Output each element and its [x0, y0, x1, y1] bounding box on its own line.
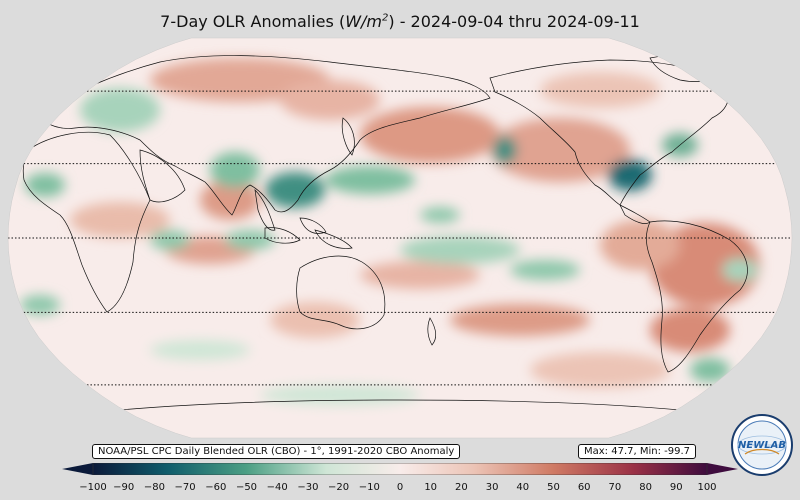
- colorbar-tick-label: 60: [577, 482, 591, 493]
- colorbar-tick-label: 100: [697, 482, 717, 493]
- colorbar-tick-label: 90: [669, 482, 683, 493]
- colorbar-tick-label: −60: [205, 482, 227, 493]
- map-title: 7-Day OLR Anomalies (W/m2) - 2024-09-04 …: [160, 12, 640, 31]
- newlab-logo: NEWLAB: [731, 414, 793, 476]
- colorbar-tick-label: −30: [297, 482, 319, 493]
- data-source-label: NOAA/PSL CPC Daily Blended OLR (CBO) - 1…: [92, 444, 461, 459]
- anomaly-field: [20, 58, 760, 405]
- colorbar-extend-min: [62, 463, 93, 475]
- colorbar-tick-label: 50: [547, 482, 560, 493]
- colorbar: [62, 463, 738, 475]
- colorbar-tick-label: −100: [79, 482, 107, 493]
- colorbar-tick-label: −20: [328, 482, 350, 493]
- colorbar-tick-label: −80: [143, 482, 165, 493]
- colorbar-extend-max: [707, 463, 738, 475]
- latitude-lines: [8, 90, 792, 386]
- colorbar-tick-label: −50: [235, 482, 258, 493]
- max-min-label: Max: 47.7, Min: -99.7: [578, 444, 697, 459]
- colorbar-gradient: [93, 463, 707, 475]
- colorbar-tick-label: −10: [358, 482, 380, 493]
- colorbar-tick-label: −70: [174, 482, 196, 493]
- colorbar-tick-label: 40: [516, 482, 530, 493]
- colorbar-tick-label: 70: [608, 482, 622, 493]
- colorbar-tick-label: −90: [113, 482, 135, 493]
- coastlines: [22, 54, 748, 411]
- colorbar-tick-label: 20: [455, 482, 468, 493]
- svg-text:NEWLAB: NEWLAB: [738, 440, 786, 451]
- colorbar-tick-label: 80: [639, 482, 652, 493]
- colorbar-tick-label: 30: [485, 482, 499, 493]
- colorbar-tick-label: 0: [396, 482, 404, 493]
- colorbar-tick-label: −40: [266, 482, 288, 493]
- colorbar-tick-label: 10: [424, 482, 438, 493]
